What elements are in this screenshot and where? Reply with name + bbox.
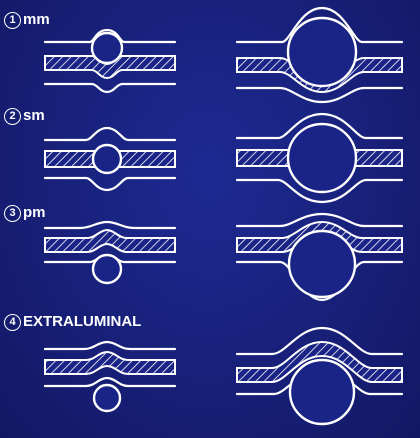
section-4-label: 4 EXTRALUMINAL: [4, 313, 141, 331]
row-4-small: [43, 340, 177, 413]
row-3-large: [235, 212, 404, 302]
row-1-large: [235, 6, 404, 104]
row-4-large: [235, 326, 404, 426]
circled-number-4: 4: [4, 313, 21, 331]
row-2-large: [235, 112, 404, 204]
circled-number-3: 3: [4, 204, 21, 222]
section-3-label: 3 pm: [4, 204, 46, 222]
section-2-title: sm: [23, 107, 45, 124]
section-2-label: 2 sm: [4, 107, 45, 125]
row-1-small: [43, 28, 177, 94]
row-3-small: [43, 220, 177, 285]
circled-number-2: 2: [4, 107, 21, 125]
circled-number-1: 1: [4, 11, 21, 29]
row-2-small: [43, 126, 177, 192]
section-3-title: pm: [23, 204, 46, 221]
section-4-title: EXTRALUMINAL: [23, 313, 142, 330]
section-1-title: mm: [23, 11, 50, 28]
section-1-label: 1 mm: [4, 11, 50, 29]
